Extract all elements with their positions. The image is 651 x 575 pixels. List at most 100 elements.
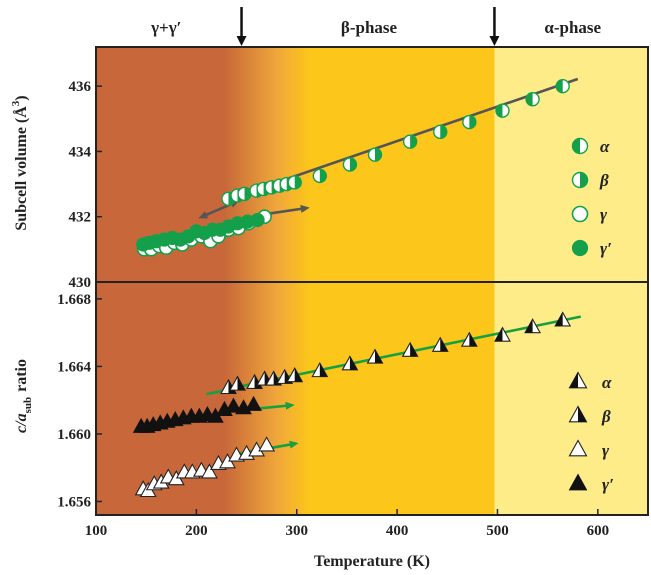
ratio-point-β <box>229 375 246 391</box>
marker-fill <box>258 436 276 452</box>
marker-half <box>572 138 580 154</box>
x-tick-label: 300 <box>285 523 308 539</box>
arrow-head <box>289 440 299 449</box>
x-tick-label: 500 <box>486 523 509 539</box>
arrow-head <box>198 211 209 219</box>
y-tick-label: 1.656 <box>57 494 91 510</box>
marker-half <box>349 158 357 171</box>
marker-half <box>556 79 563 93</box>
marker-half <box>440 337 448 352</box>
boundary-arrow-head <box>489 36 500 46</box>
x-tick-label: 100 <box>85 523 108 539</box>
marker-fill <box>568 473 588 491</box>
legend-label: γ′ <box>602 475 614 494</box>
marker-half <box>469 332 477 347</box>
marker-fill <box>245 395 262 411</box>
y-tick-label: 1.668 <box>57 292 91 308</box>
marker-half <box>526 92 533 106</box>
volume-point-α <box>495 103 510 118</box>
marker-half <box>580 172 588 188</box>
marker-half <box>294 175 302 189</box>
arrow-head <box>300 204 310 213</box>
ratio-point-γ <box>258 436 276 452</box>
marker-half <box>349 356 358 370</box>
x-tick-label: 600 <box>587 523 610 539</box>
y-tick-label: 1.660 <box>57 427 91 443</box>
bottom-y-axis: 1.656 1.660 1.664 1.668 <box>57 292 102 510</box>
ratio-point-β <box>431 336 449 352</box>
volume-point-β <box>287 175 302 190</box>
x-axis-title: Temperature (K) <box>314 553 430 570</box>
bottom-legend: αβγ γ′ <box>568 371 614 494</box>
volume-point-β <box>312 168 328 184</box>
ratio-point-β <box>286 367 304 383</box>
marker-half <box>375 349 383 364</box>
bottom-panel-frame <box>95 281 649 516</box>
volume-point-β <box>367 147 383 162</box>
legend-marker-γ <box>568 439 588 457</box>
marker-half <box>375 148 382 162</box>
marker-fill <box>225 397 242 413</box>
x-axis: 100 200 300 400 500 600 <box>85 509 609 539</box>
arrow-shaft <box>265 207 303 216</box>
y-tick-label: 1.664 <box>57 359 91 375</box>
top-y-axis: 430 432 434 436 <box>69 79 102 291</box>
legend-label: γ <box>602 441 610 460</box>
ratio-point-β <box>401 341 419 357</box>
marker-half <box>319 169 327 183</box>
ratio-point-β <box>366 348 384 364</box>
legend-marker-α <box>571 137 589 155</box>
legend-label: β <box>599 171 609 190</box>
marker-fill <box>571 205 589 223</box>
marker-half <box>294 368 303 382</box>
ratio-point-α <box>554 311 572 327</box>
marker-half <box>569 372 578 388</box>
phase-label-alpha: α-phase <box>544 18 601 37</box>
subcell-volume-panel: 430 432 434 436 αβγ γ′ Subcell volume (Å3) <box>10 77 612 291</box>
volume-point-β <box>237 186 252 202</box>
volume-point-α <box>555 78 570 94</box>
ratio-point-β <box>341 355 359 371</box>
marker-half <box>495 104 503 118</box>
marker-half <box>319 363 328 377</box>
bottom-data-points <box>132 311 572 498</box>
legend-label: β <box>601 407 611 426</box>
volume-point-β <box>462 114 477 130</box>
y-tick-label: 432 <box>69 210 92 226</box>
ratio-point-γ′ <box>225 397 242 413</box>
y-tick-label: 430 <box>69 275 92 291</box>
volume-point-β <box>433 124 448 140</box>
legend-label: α <box>600 137 610 156</box>
ratio-point-β <box>311 361 329 378</box>
phase-header: γ+γ′ β-phase α-phase <box>150 7 602 46</box>
phase-label-beta: β-phase <box>341 18 398 37</box>
boundary-arrow-head <box>236 36 247 46</box>
legend-label: γ <box>600 205 608 224</box>
marker-half <box>494 327 503 342</box>
legend-marker-γ′ <box>571 239 589 257</box>
phase-boundary-arrows <box>236 7 500 46</box>
x-tick-label: 200 <box>185 523 208 539</box>
arrow-head <box>285 401 295 410</box>
marker-half <box>469 115 476 129</box>
marker-fill <box>568 439 588 457</box>
phase-label-gamma: γ+γ′ <box>150 18 181 37</box>
ratio-point-β <box>460 331 478 347</box>
x-tick-label: 400 <box>386 523 409 539</box>
legend-marker-γ <box>571 205 589 223</box>
y-tick-label: 434 <box>69 144 92 160</box>
bottom-y-axis-title: c/asubratio <box>13 359 34 433</box>
top-data-points <box>136 78 570 257</box>
legend-label: α <box>602 373 612 392</box>
alpha-region-top <box>494 47 648 282</box>
legend-marker-β <box>568 405 588 423</box>
legend-label: γ′ <box>600 239 612 258</box>
volume-point-β <box>342 157 358 172</box>
top-legend: αβγ γ′ <box>571 137 612 258</box>
marker-half <box>410 342 418 357</box>
marker-half <box>525 319 533 333</box>
legend-marker-γ′ <box>568 473 588 491</box>
marker-half <box>578 406 587 422</box>
legend-marker-α <box>568 371 588 389</box>
